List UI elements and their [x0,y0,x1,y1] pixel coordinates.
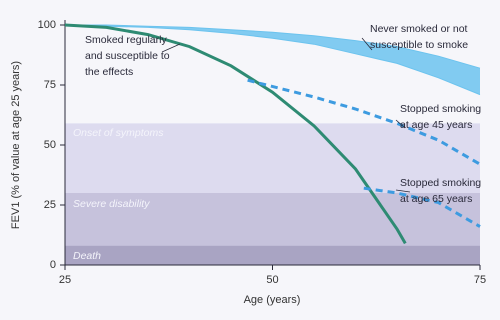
y-tick-label: 0 [50,259,56,271]
y-tick-label: 100 [38,19,56,31]
arrow [395,189,411,193]
annotation: Smoked regularly [85,34,167,46]
annotation: at age 65 years [400,193,472,205]
annotation: Never smoked or not [370,23,468,35]
x-tick-label: 50 [266,274,278,286]
band-edge [65,24,481,69]
y-tick-label: 75 [44,79,56,91]
y-tick-label: 25 [44,199,56,211]
regions: Onset of symptoms Severe disability Death [65,123,480,266]
region-label: Death [73,250,101,262]
arrow [395,119,406,129]
region-label: Severe disability [73,198,150,210]
x-axis-label: Age (years) [244,294,301,306]
region [65,245,480,265]
band-edge [64,24,481,96]
arrow [161,43,181,53]
annotation-arrows [161,37,411,193]
x-tick-label: 75 [474,274,486,286]
region-label: Onset of symptoms [73,127,164,139]
y-tick-label: 50 [44,139,56,151]
x-tick-label: 25 [59,274,71,286]
arrow [361,37,373,51]
series-line [64,23,407,245]
annotation: the effects [85,66,133,78]
y-axis-label: FEV1 (% of value at age 25 years) [10,61,22,229]
annotation: at age 45 years [400,119,472,131]
series-line [363,186,481,228]
series-line [247,78,481,166]
annotation: Stopped smoking [400,177,481,189]
annotation: and susceptible to [85,50,170,62]
annotation: Stopped smoking [400,103,481,115]
band-fill [65,25,480,95]
annotation: susceptible to smoke [370,39,468,51]
